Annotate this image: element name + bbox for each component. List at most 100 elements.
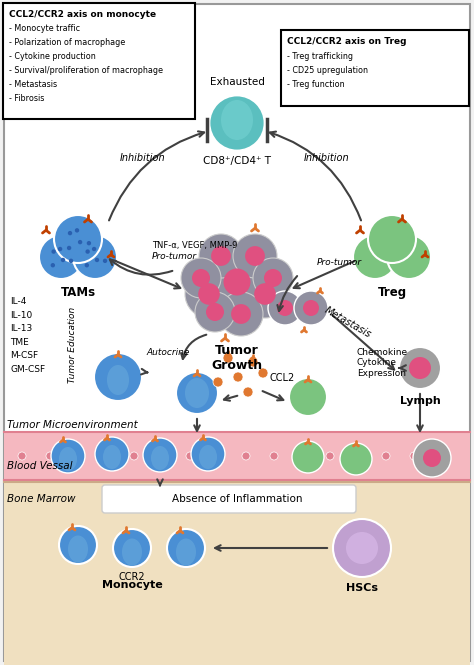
- Circle shape: [277, 300, 293, 316]
- Circle shape: [52, 249, 56, 254]
- Text: - Treg function: - Treg function: [287, 80, 345, 89]
- Text: - Polarization of macrophage: - Polarization of macrophage: [9, 38, 125, 47]
- Text: Pro-tumor: Pro-tumor: [317, 257, 362, 267]
- Circle shape: [410, 452, 418, 460]
- Circle shape: [95, 258, 99, 262]
- Circle shape: [209, 95, 265, 151]
- Text: IL-10: IL-10: [10, 311, 32, 319]
- Circle shape: [87, 241, 91, 245]
- Circle shape: [94, 353, 142, 401]
- Text: Exhausted: Exhausted: [210, 77, 264, 87]
- Text: - Survival/proliferation of macrophage: - Survival/proliferation of macrophage: [9, 66, 163, 75]
- FancyBboxPatch shape: [4, 4, 470, 661]
- Circle shape: [353, 235, 397, 279]
- Text: GM-CSF: GM-CSF: [10, 364, 45, 374]
- Circle shape: [213, 377, 223, 387]
- Text: - Monocyte traffic: - Monocyte traffic: [9, 24, 80, 33]
- Ellipse shape: [176, 539, 196, 565]
- Circle shape: [382, 452, 390, 460]
- Circle shape: [258, 368, 268, 378]
- Text: CCL2: CCL2: [270, 373, 295, 383]
- Circle shape: [199, 234, 243, 278]
- Text: IL-13: IL-13: [10, 324, 32, 333]
- Circle shape: [85, 263, 89, 267]
- Circle shape: [207, 252, 267, 312]
- Ellipse shape: [103, 445, 121, 469]
- Circle shape: [423, 449, 441, 467]
- Text: Treg: Treg: [377, 286, 407, 299]
- Ellipse shape: [151, 446, 169, 470]
- Text: Chemokine
Cytokine
Expression: Chemokine Cytokine Expression: [357, 348, 408, 378]
- Text: Metastasis: Metastasis: [323, 305, 373, 339]
- Circle shape: [354, 452, 362, 460]
- Circle shape: [185, 270, 233, 318]
- Text: Absence of Inflammation: Absence of Inflammation: [172, 494, 302, 504]
- Text: TNF-α, VEGF, MMP-9: TNF-α, VEGF, MMP-9: [152, 241, 237, 249]
- Circle shape: [346, 532, 378, 564]
- Circle shape: [198, 283, 220, 305]
- Circle shape: [399, 347, 441, 389]
- Circle shape: [92, 247, 96, 251]
- Text: Lymph: Lymph: [400, 396, 440, 406]
- Circle shape: [18, 452, 26, 460]
- Circle shape: [75, 228, 79, 233]
- Circle shape: [233, 372, 243, 382]
- Circle shape: [61, 258, 65, 262]
- Circle shape: [143, 438, 177, 472]
- Circle shape: [58, 247, 62, 251]
- Circle shape: [158, 452, 166, 460]
- Text: - Fibrosis: - Fibrosis: [9, 94, 45, 103]
- Circle shape: [95, 437, 129, 471]
- Circle shape: [289, 378, 327, 416]
- Circle shape: [292, 441, 324, 473]
- Circle shape: [264, 269, 282, 287]
- Text: TAMs: TAMs: [61, 286, 96, 299]
- Text: Blood Vessal: Blood Vessal: [7, 461, 73, 471]
- Circle shape: [224, 269, 250, 295]
- Text: - Metastasis: - Metastasis: [9, 80, 57, 89]
- Circle shape: [74, 452, 82, 460]
- Circle shape: [438, 452, 446, 460]
- Circle shape: [46, 452, 54, 460]
- Circle shape: [211, 246, 231, 266]
- Circle shape: [294, 291, 328, 325]
- Circle shape: [214, 452, 222, 460]
- Text: Inhibition: Inhibition: [120, 153, 166, 163]
- Text: Autocrine: Autocrine: [146, 348, 190, 356]
- Circle shape: [67, 246, 71, 250]
- Circle shape: [254, 283, 276, 305]
- Circle shape: [39, 235, 83, 279]
- Ellipse shape: [107, 365, 129, 395]
- Circle shape: [326, 452, 334, 460]
- Circle shape: [181, 258, 221, 298]
- Circle shape: [68, 231, 72, 235]
- Text: Tumor Microenvironment: Tumor Microenvironment: [7, 420, 138, 430]
- Circle shape: [51, 263, 55, 267]
- Text: CD8⁺/CD4⁺ T: CD8⁺/CD4⁺ T: [203, 156, 271, 166]
- Text: - Treg trafficking: - Treg trafficking: [287, 52, 353, 61]
- FancyBboxPatch shape: [3, 3, 195, 119]
- Circle shape: [186, 452, 194, 460]
- Circle shape: [270, 452, 278, 460]
- Circle shape: [206, 303, 224, 321]
- Circle shape: [340, 443, 372, 475]
- Circle shape: [167, 529, 205, 567]
- Ellipse shape: [185, 378, 209, 408]
- Text: - CD25 upregulation: - CD25 upregulation: [287, 66, 368, 75]
- Circle shape: [233, 234, 277, 278]
- Circle shape: [245, 246, 265, 266]
- Circle shape: [248, 357, 258, 367]
- Text: CCL2/CCR2 axis on monocyte: CCL2/CCR2 axis on monocyte: [9, 10, 156, 19]
- Circle shape: [176, 372, 218, 414]
- Circle shape: [387, 235, 431, 279]
- Circle shape: [242, 452, 250, 460]
- Text: Tumor Education: Tumor Education: [68, 307, 77, 383]
- Circle shape: [59, 526, 97, 564]
- Circle shape: [102, 452, 110, 460]
- Text: Inhibition: Inhibition: [304, 153, 350, 163]
- Circle shape: [333, 519, 391, 577]
- Circle shape: [103, 259, 107, 263]
- Circle shape: [368, 215, 416, 263]
- Circle shape: [191, 437, 225, 471]
- FancyBboxPatch shape: [102, 485, 356, 513]
